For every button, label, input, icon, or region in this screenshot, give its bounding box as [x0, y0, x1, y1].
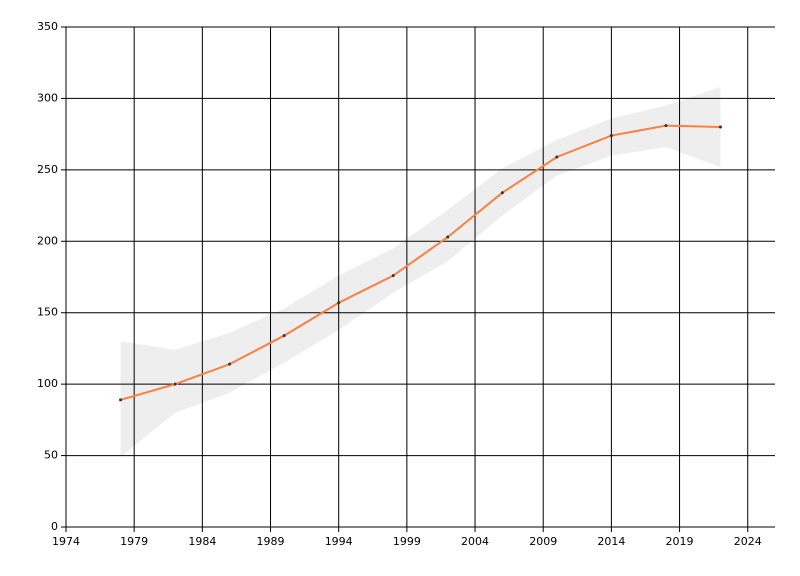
x-tick-label: 2014 [597, 535, 625, 548]
x-tick-label: 1974 [52, 535, 80, 548]
y-tick-label: 150 [37, 306, 58, 319]
point [718, 125, 722, 129]
point [391, 274, 395, 278]
x-tick-label: 1979 [120, 535, 148, 548]
y-tick-label: 0 [51, 520, 58, 533]
x-tick-label: 2024 [734, 535, 762, 548]
point [664, 124, 668, 128]
point [337, 301, 341, 305]
y-tick-label: 250 [37, 163, 58, 176]
y-tick-label: 300 [37, 91, 58, 104]
y-tick-label: 350 [37, 20, 58, 33]
x-tick-label: 1994 [325, 535, 353, 548]
x-tick-label: 1989 [257, 535, 285, 548]
x-tick-label: 2019 [666, 535, 694, 548]
x-tick-label: 1984 [188, 535, 216, 548]
y-tick-label: 100 [37, 377, 58, 390]
point [228, 362, 232, 366]
point [555, 155, 559, 159]
point [446, 235, 450, 239]
x-tick-label: 1999 [393, 535, 421, 548]
confidence-band [120, 87, 721, 457]
point [609, 134, 613, 138]
point [119, 398, 123, 402]
line [120, 124, 721, 401]
y-tick-label: 50 [44, 449, 58, 462]
point [173, 382, 177, 386]
point [282, 334, 286, 338]
x-tick-label: 2009 [529, 535, 557, 548]
y-tick-label: 200 [37, 234, 58, 247]
x-tick-label: 2004 [461, 535, 489, 548]
point [500, 191, 504, 195]
